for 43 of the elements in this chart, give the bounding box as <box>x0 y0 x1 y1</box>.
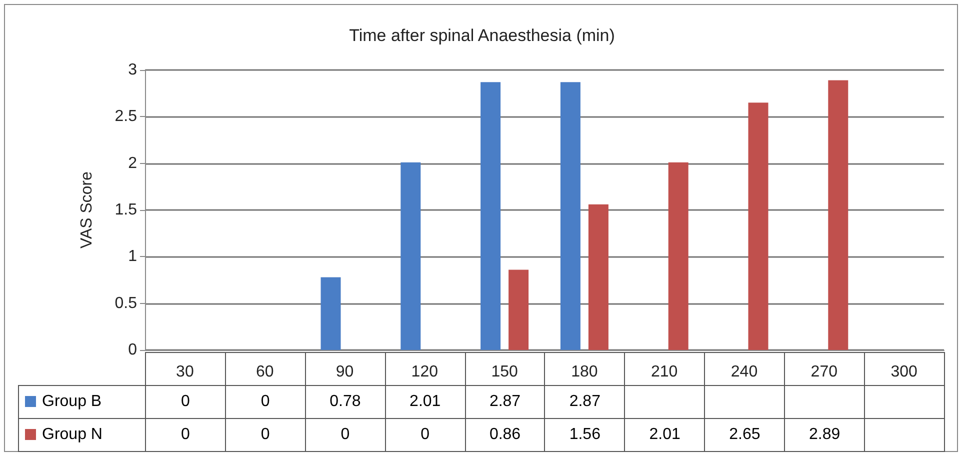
data-label: 2.65 <box>704 418 785 452</box>
bar <box>828 80 848 350</box>
x-tick-label: 120 <box>411 364 438 380</box>
x-tick-label: 270 <box>810 364 838 380</box>
x-tick-label: 210 <box>651 364 678 380</box>
data-label: 2.87 <box>465 386 545 418</box>
x-tick-label: 60 <box>256 364 274 380</box>
y-tick-label: 2.5 <box>114 108 138 126</box>
bar <box>748 102 768 350</box>
data-label: 2.01 <box>385 386 466 418</box>
bar <box>400 162 421 350</box>
data-label: 1.56 <box>544 418 625 452</box>
bar <box>560 82 580 350</box>
x-tick-label: 240 <box>730 364 758 380</box>
bar <box>508 270 529 350</box>
data-label: 2.01 <box>624 418 705 452</box>
bar <box>668 162 688 350</box>
x-tick-label: 180 <box>571 364 598 380</box>
legend-label: Group B <box>18 386 146 418</box>
chart-title: Time after spinal Anaesthesia (min) <box>349 26 615 45</box>
bar <box>480 82 501 350</box>
y-tick-label: 2 <box>128 154 138 172</box>
data-label: 0.78 <box>305 386 386 418</box>
y-tick-label: 1.5 <box>114 202 138 218</box>
y-axis-title: VAS Score <box>78 171 96 249</box>
y-tick-label: 0 <box>128 342 138 358</box>
y-tick-label: 0.5 <box>114 294 138 312</box>
legend-label: Group N <box>18 418 146 452</box>
data-label: 0 <box>385 418 466 452</box>
x-tick-label: 150 <box>491 364 518 380</box>
data-label: 2.87 <box>544 386 625 418</box>
x-tick-label: 90 <box>336 364 354 380</box>
bar <box>588 204 608 350</box>
data-label: 0 <box>305 418 386 452</box>
x-tick-label: 300 <box>890 364 918 380</box>
data-label: 0.86 <box>465 418 545 452</box>
data-label: 0 <box>225 418 306 452</box>
y-tick-label: 1 <box>128 248 138 266</box>
data-label: 2.89 <box>784 418 865 452</box>
y-tick-label: 3 <box>128 62 138 78</box>
bar <box>320 277 341 350</box>
x-tick-label: 30 <box>176 364 194 380</box>
data-label: 0 <box>225 386 306 418</box>
